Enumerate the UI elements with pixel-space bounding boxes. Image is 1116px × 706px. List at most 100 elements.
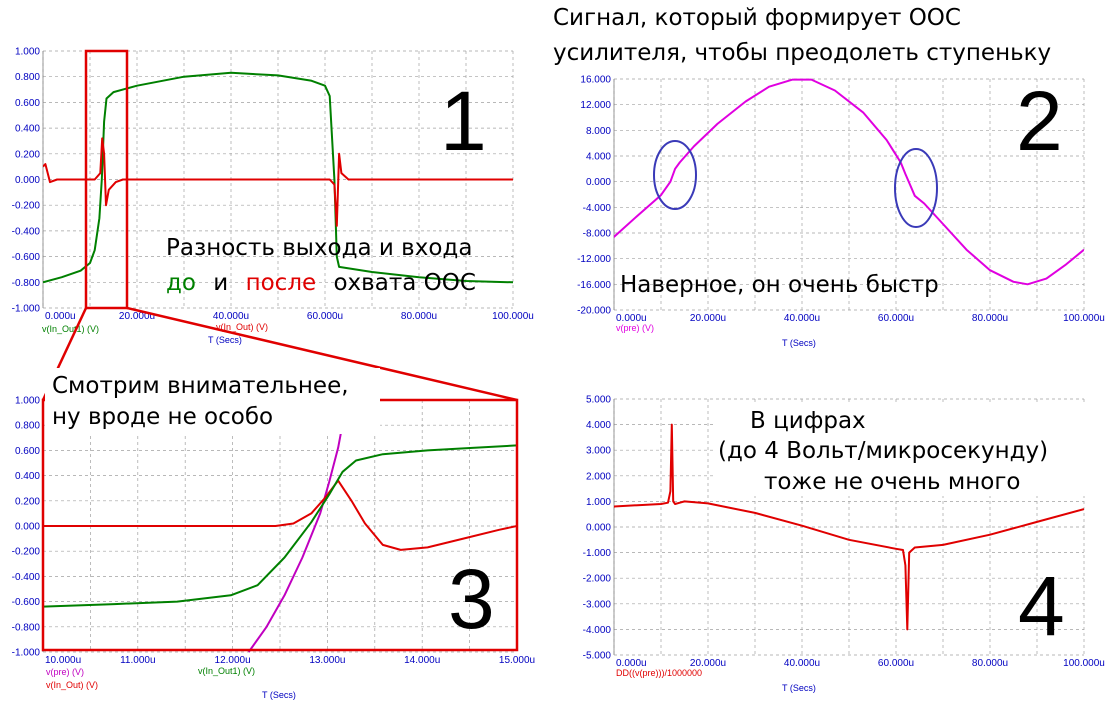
series-label-vpre: v(pre) (V) — [616, 323, 654, 333]
y-tick-label: 0.400 — [15, 471, 40, 482]
series-line-v-in-out1-v- — [43, 71, 513, 284]
y-tick-label: 1.000 — [15, 47, 40, 58]
plot-area: 16.000 12.000 8.000 4.000 0.000 -4.000 -8.000 -… — [577, 75, 1105, 325]
x-tick-label: 80.000u — [972, 658, 1008, 669]
y-tick-label: -1.000 — [12, 648, 41, 659]
y-tick-label: -2.000 — [583, 574, 612, 585]
y-tick-label: 8.000 — [586, 126, 611, 137]
x-tick-label: 10.000u — [45, 655, 81, 666]
y-tick-label: -0.400 — [12, 226, 41, 237]
highlight-ellipse-left — [653, 140, 697, 210]
x-tick-label: 15.000u — [499, 655, 535, 666]
y-tick-label: 0.600 — [15, 446, 40, 457]
y-tick-label: -1.000 — [583, 548, 612, 559]
x-tick-label: 80.000u — [972, 313, 1008, 324]
y-tick-label: -5.000 — [583, 651, 612, 662]
y-tick-label: 16.000 — [580, 75, 611, 86]
y-tick-label: 2.000 — [586, 471, 611, 482]
y-tick-label: 0.400 — [15, 124, 40, 135]
panel3-title-box: Смотрим внимательнее, ну вроде не особо — [45, 368, 380, 434]
x-tick-label: 60.000u — [307, 311, 343, 322]
series-label-in-out: v(In_Out) (V) — [216, 322, 268, 332]
panel4-caption: В цифрах (до 4 Вольт/микросекунду) тоже … — [716, 404, 1088, 496]
series-label-dd: DD((v(pre)))/1000000 — [616, 668, 702, 678]
x-tick-label: 100.000u — [1063, 313, 1105, 324]
y-tick-label: -0.200 — [12, 547, 41, 558]
x-tick-label: 100.000u — [492, 311, 534, 322]
x-tick-label: 60.000u — [878, 313, 914, 324]
y-tick-label: 0.000 — [15, 175, 40, 186]
x-tick-label: 20.000u — [119, 311, 155, 322]
y-tick-label: 0.800 — [15, 421, 40, 432]
panel1-caption-line2: до и после охвата ООС — [166, 270, 476, 296]
y-tick-label: -0.800 — [12, 622, 41, 633]
y-tick-label: 1.000 — [15, 396, 40, 407]
series-label-in-out: v(In_Out) (V) — [46, 680, 98, 690]
zoom-connector-right — [126, 306, 518, 402]
series-label-in-out1: v(In_Out1) (V) — [42, 324, 99, 334]
panel4-caption-line2: (до 4 Вольт/микросекунду) — [718, 438, 1048, 464]
x-tick-label: 0.000u — [616, 658, 647, 669]
caption-i: и — [213, 270, 228, 296]
panel3-title-bg — [45, 368, 380, 434]
x-tick-label: 60.000u — [878, 658, 914, 669]
y-tick-label: 3.000 — [586, 446, 611, 457]
caption-posle: после — [246, 270, 317, 296]
y-tick-label: -0.600 — [12, 252, 41, 263]
x-axis-label: T (Secs) — [208, 335, 242, 345]
panel2-note: Наверное, он очень быстр — [620, 272, 939, 298]
x-tick-label: 80.000u — [401, 311, 437, 322]
x-tick-label: 40.000u — [784, 313, 820, 324]
caption-do: до — [166, 270, 196, 296]
zoom-region-rect — [84, 49, 129, 310]
x-tick-label: 0.000u — [45, 311, 76, 322]
x-axis-label: T (Secs) — [262, 690, 296, 700]
y-tick-label: -0.200 — [12, 201, 41, 212]
chart-panel-3: 1.000 0.800 0.600 0.400 0.200 0.000 -0.200 -0.4… — [12, 396, 535, 701]
y-tick-label: -8.000 — [583, 229, 612, 240]
panel1-caption-line1: Разность выхода и входа — [166, 235, 472, 261]
y-tick-label: 4.000 — [586, 420, 611, 431]
x-tick-label: 40.000u — [784, 658, 820, 669]
y-tick-label: 0.800 — [15, 72, 40, 83]
y-tick-label: 4.000 — [586, 152, 611, 163]
y-tick-label: 0.200 — [15, 149, 40, 160]
y-tick-label: -1.000 — [12, 304, 41, 315]
series-line-v-in-out1-v- — [43, 444, 517, 608]
panel-number-1: 1 — [440, 74, 487, 168]
x-tick-label: 13.000u — [309, 655, 345, 666]
panel2-title-line2: усилителя, чтобы преодолеть ступеньку — [553, 40, 1051, 66]
panel3-title-line2: ну вроде не особо — [52, 404, 273, 430]
series-label-vpre: v(pre) (V) — [46, 667, 84, 677]
panel4-caption-bg — [716, 404, 1088, 496]
y-tick-label: 0.000 — [586, 523, 611, 534]
x-tick-label: 100.000u — [1063, 658, 1105, 669]
highlight-ellipse-right — [894, 148, 938, 228]
y-tick-label: -20.000 — [577, 306, 611, 317]
y-tick-label: 1.000 — [586, 497, 611, 508]
panel-number-3: 3 — [448, 552, 495, 646]
series-line-v-in-out-v- — [43, 137, 513, 227]
chart-panel-2: 16.000 12.000 8.000 4.000 0.000 -4.000 -8.000 -… — [577, 75, 1105, 349]
series-line-dd-v-pre-1000000 — [614, 423, 1084, 631]
x-tick-label: 11.000u — [120, 655, 155, 666]
panel2-title-line1: Сигнал, который формирует ООС — [553, 5, 961, 31]
caption-rest: охвата ООС — [333, 270, 475, 296]
series-label-in-out1: v(In_Out1) (V) — [198, 666, 255, 676]
x-tick-label: 0.000u — [616, 313, 647, 324]
y-tick-label: -4.000 — [583, 625, 612, 636]
x-tick-label: 12.000u — [215, 655, 251, 666]
y-tick-label: 0.600 — [15, 98, 40, 109]
y-tick-label: 12.000 — [580, 100, 611, 111]
y-tick-label: 0.200 — [15, 496, 40, 507]
y-tick-label: -0.400 — [12, 572, 41, 583]
y-tick-label: 0.000 — [586, 177, 611, 188]
y-tick-label: 5.000 — [586, 395, 611, 406]
x-axis-label: T (Secs) — [782, 338, 816, 348]
panel4-caption-line3: тоже не очень много — [764, 469, 1020, 495]
panel-number-2: 2 — [1016, 74, 1063, 168]
plot-area: 1.000 0.800 0.600 0.400 0.200 0.000 -0.200 -0.4… — [12, 396, 535, 667]
panel3-title-line1: Смотрим внимательнее, — [52, 373, 349, 399]
x-tick-label: 20.000u — [690, 658, 726, 669]
